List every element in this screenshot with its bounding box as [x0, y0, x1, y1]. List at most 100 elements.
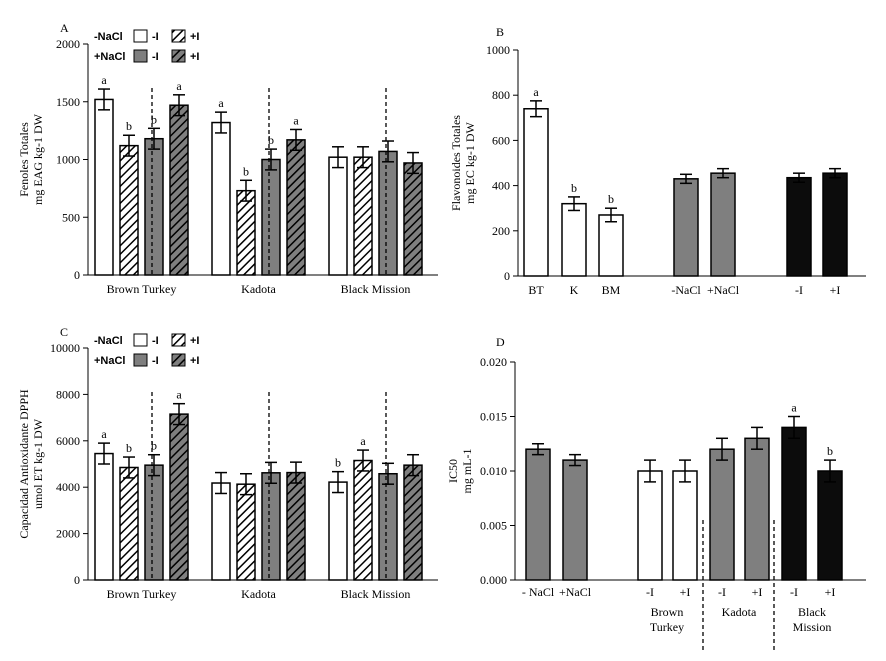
- panel-c-significance-letter: b: [335, 456, 341, 470]
- panel-d-x-tick-label: - NaCl: [522, 585, 555, 599]
- panel-d-x-group-label: Brown: [651, 605, 684, 619]
- panel-a-bar: [95, 99, 113, 275]
- panel-d-x-tick-label: -I: [646, 585, 654, 599]
- panel-c-letter: C: [60, 325, 68, 339]
- panel-d-bar: [818, 471, 842, 580]
- panel-b-x-tick-label: K: [570, 283, 579, 297]
- panel-d-significance-letter: b: [827, 444, 833, 458]
- panel-a-y-tick-label: 0: [74, 268, 80, 282]
- panel-d-x-tick-label: +I: [825, 585, 836, 599]
- panel-c-bar: [95, 454, 113, 580]
- panel-a-bar: [145, 139, 163, 275]
- panel-b-x-tick-label: +I: [830, 283, 841, 297]
- panel-c-legend-group-label: +NaCl: [94, 355, 126, 367]
- panel-d-y-axis-title-line: IC50: [446, 459, 460, 483]
- panel-c-y-tick-label: 6000: [56, 434, 80, 448]
- panel-c-legend-swatch: [134, 334, 147, 346]
- panel-b-x-tick-label: -I: [795, 283, 803, 297]
- panel-c-y-tick-label: 0: [74, 573, 80, 587]
- panel-a-legend-swatch: [134, 30, 147, 42]
- panel-d-x-tick-label: +NaCl: [559, 585, 592, 599]
- panel-b-significance-letter: b: [608, 192, 614, 206]
- panel-a-x-group-label: Brown Turkey: [107, 282, 177, 296]
- panel-b-bar: [524, 109, 548, 276]
- panel-a-significance-letter: a: [293, 113, 299, 127]
- panel-a-significance-letter: a: [218, 96, 224, 110]
- panel-a-legend-label: +I: [190, 31, 199, 43]
- panel-d-y-tick-label: 0.005: [480, 519, 507, 533]
- panel-a-significance-letter: b: [126, 119, 132, 133]
- panel-b-y-tick-label: 0: [504, 269, 510, 283]
- panel-b-letter: B: [496, 25, 504, 39]
- panel-d-bar: [782, 427, 806, 580]
- panel-b-y-axis-title-line: Flavonoides Totales: [449, 115, 463, 211]
- panel-c-bar: [212, 483, 230, 580]
- panel-a-legend-label: +I: [190, 51, 199, 63]
- panel-a-bar: [287, 140, 305, 275]
- panel-d-bar: [638, 471, 662, 580]
- panel-b-bar: [823, 173, 847, 276]
- panel-c-bar: [354, 461, 372, 580]
- panel-c-y-tick-label: 10000: [50, 341, 80, 355]
- panel-d-y-axis-title-line: mg mL-1: [460, 449, 474, 494]
- panel-a-bar: [212, 123, 230, 275]
- panel-a-legend-label: -I: [152, 51, 159, 63]
- panel-d-x-tick-label: +I: [752, 585, 763, 599]
- panel-d-ic50: D0.0000.0050.0100.0150.020IC50mg mL-1ab-…: [446, 335, 866, 650]
- panel-d-letter: D: [496, 335, 505, 349]
- panel-c-legend-label: -I: [152, 335, 159, 347]
- panel-c-bar: [379, 474, 397, 580]
- panel-d-x-group-label: Turkey: [650, 620, 684, 634]
- panel-c-bar: [329, 482, 347, 580]
- panel-c-bar: [262, 473, 280, 580]
- panel-b-x-tick-label: -NaCl: [671, 283, 701, 297]
- panel-c-bar: [145, 465, 163, 580]
- panel-c-significance-letter: a: [101, 427, 107, 441]
- panel-c-legend-label: +I: [190, 355, 199, 367]
- panel-a-significance-letter: a: [176, 79, 182, 93]
- panel-b-significance-letter: a: [533, 85, 539, 99]
- panel-a-bar: [354, 157, 372, 275]
- panel-b-y-axis-title: Flavonoides Totalesmg EC kg-1 DW: [449, 115, 477, 211]
- panel-c-legend-swatch: [172, 354, 185, 366]
- panel-c-bar: [404, 465, 422, 580]
- panel-b-y-axis-title-line: mg EC kg-1 DW: [463, 121, 477, 203]
- panel-b-y-tick-label: 600: [492, 133, 510, 147]
- panel-b-y-tick-label: 200: [492, 224, 510, 238]
- panel-b-y-tick-label: 800: [492, 88, 510, 102]
- panel-a-significance-letter: b: [243, 164, 249, 178]
- panel-d-x-group-label: Mission: [793, 620, 832, 634]
- panel-a-legend-group-label: +NaCl: [94, 51, 126, 63]
- panel-c-y-tick-label: 4000: [56, 480, 80, 494]
- panel-b-bar: [674, 179, 698, 276]
- panel-c-y-axis-title: Capacidad Antioxidante DPPHumol ET kg-1 …: [17, 389, 45, 539]
- panel-d-y-tick-label: 0.000: [480, 573, 507, 587]
- panel-c-bar: [287, 473, 305, 580]
- panel-b-bar: [711, 173, 735, 276]
- panel-a-legend-group-label: -NaCl: [94, 31, 123, 43]
- panel-a-y-tick-label: 1500: [56, 95, 80, 109]
- panel-d-x-tick-label: +I: [680, 585, 691, 599]
- panel-c-capacidad-antioxidante: C 0 2000 4000 6000 8000 10000 Capacidad Antioxi…: [17, 325, 438, 601]
- panel-b-x-tick-label: +NaCl: [707, 283, 740, 297]
- panel-a-x-group-label: Kadota: [241, 282, 276, 296]
- panel-a-legend-label: -I: [152, 31, 159, 43]
- panel-a-bar: [379, 151, 397, 275]
- panel-c-significance-letter: a: [176, 388, 182, 402]
- panel-d-y-axis-title: IC50mg mL-1: [446, 449, 474, 494]
- panel-c-x-group-label: Brown Turkey: [107, 587, 177, 601]
- panel-d-x-group-label: Black: [798, 605, 826, 619]
- panel-b-y-tick-label: 400: [492, 179, 510, 193]
- panel-a-legend-swatch: [172, 50, 185, 62]
- panel-a-y-axis-title-line: Fenoles Totales: [17, 122, 31, 197]
- panel-c-x-group-label: Kadota: [241, 587, 276, 601]
- panel-c-bar: [170, 414, 188, 580]
- panel-b-bar: [562, 204, 586, 276]
- panel-b-x-tick-label: BM: [602, 283, 621, 297]
- panel-a-x-group-label: Black Mission: [341, 282, 411, 296]
- panel-c-legend-swatch: [134, 354, 147, 366]
- panel-a-legend-swatch: [134, 50, 147, 62]
- panel-d-bar: [710, 449, 734, 580]
- panel-a-bar: [170, 105, 188, 275]
- panel-a-fenoles: A 0 500 1000 1500 2000 Fenoles Totalesmg EAG k…: [17, 21, 438, 296]
